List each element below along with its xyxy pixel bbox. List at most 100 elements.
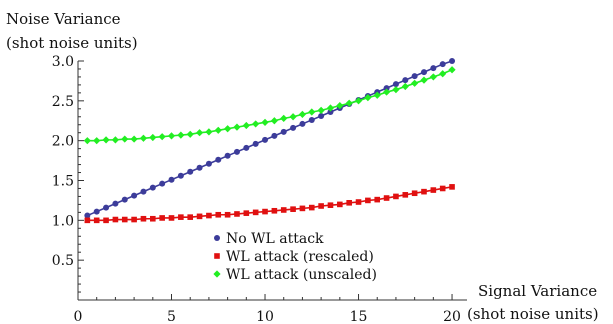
y-tick-label: 2.0: [52, 134, 74, 150]
data-point: [252, 140, 259, 147]
data-point: [234, 211, 240, 217]
data-point: [149, 184, 156, 191]
data-point: [448, 66, 456, 74]
y-axis-title-line1: Noise Variance: [6, 10, 121, 28]
series-3: [83, 66, 456, 145]
series-line: [87, 69, 453, 142]
legend-marker: [213, 270, 221, 278]
series-1: [84, 58, 456, 219]
data-point: [298, 110, 307, 118]
data-point: [149, 133, 157, 142]
data-point: [252, 209, 259, 216]
data-point: [449, 58, 456, 64]
x-tick-label: 20: [443, 309, 461, 324]
data-point: [392, 81, 399, 88]
data-point: [299, 205, 306, 212]
data-point: [430, 187, 437, 193]
data-point: [280, 207, 287, 213]
data-point: [261, 118, 269, 126]
data-point: [187, 168, 194, 175]
legend-label: No WL attack: [226, 231, 324, 247]
data-point: [205, 128, 213, 136]
data-point: [327, 202, 334, 208]
data-point: [84, 217, 91, 224]
data-point: [102, 136, 110, 144]
x-axis-title-line2: (shot noise units): [467, 305, 599, 323]
y-tick-label: 1.0: [52, 213, 74, 229]
series-line: [87, 186, 453, 222]
y-tick-label: 2.5: [52, 94, 74, 110]
y-tick-label: 1.5: [52, 174, 74, 190]
data-point: [373, 91, 381, 99]
data-point: [364, 94, 372, 102]
data-point: [439, 61, 446, 68]
data-point: [224, 211, 231, 218]
data-point: [439, 70, 447, 78]
data-point: [140, 215, 147, 222]
data-point: [93, 217, 100, 224]
data-point: [243, 210, 250, 216]
data-point: [224, 125, 232, 133]
y-tick-label: 3.0: [52, 54, 74, 70]
data-point: [299, 120, 306, 127]
data-point: [280, 114, 288, 122]
data-point: [112, 200, 119, 207]
legend-item: WL attack (rescaled): [214, 249, 374, 265]
data-point: [93, 208, 100, 215]
data-point: [242, 121, 250, 130]
data-point: [168, 176, 175, 183]
x-tick-label: 0: [74, 309, 83, 324]
x-tick-label: 15: [350, 309, 368, 324]
data-point: [402, 77, 409, 84]
data-point: [355, 199, 362, 205]
data-point: [401, 82, 409, 91]
data-point: [271, 132, 278, 139]
legend-marker: [214, 235, 220, 241]
data-point: [430, 65, 437, 72]
data-point: [196, 213, 203, 220]
data-point: [121, 135, 129, 143]
data-point: [177, 172, 184, 179]
data-point: [262, 136, 269, 143]
x-axis-title-line1: Signal Variance: [478, 282, 597, 300]
data-point: [392, 86, 400, 94]
data-point: [270, 117, 278, 125]
data-point: [326, 104, 335, 112]
data-point: [121, 196, 128, 203]
y-tick-label: 0.5: [52, 253, 74, 269]
data-point: [139, 134, 148, 142]
data-point: [121, 216, 128, 223]
legend: No WL attack WL attack (rescaled) WL attac…: [213, 231, 377, 283]
data-point: [177, 131, 185, 139]
data-point: [215, 156, 222, 163]
data-point: [271, 207, 278, 214]
data-point: [439, 185, 446, 192]
data-point: [420, 76, 428, 84]
data-point: [365, 197, 371, 204]
data-point: [158, 133, 166, 141]
data-point: [383, 85, 390, 92]
series-line: [87, 60, 453, 217]
data-point: [374, 196, 381, 203]
data-point: [411, 73, 418, 80]
data-point: [336, 102, 344, 110]
data-point: [103, 217, 109, 224]
legend-item: No WL attack: [214, 231, 324, 247]
data-point: [150, 215, 156, 222]
data-point: [411, 79, 419, 87]
axes: 0 5 10 15 20 0.5 1.0 1.5 2.0 2.5 3.0: [52, 54, 467, 324]
data-point: [318, 203, 324, 209]
data-point: [317, 106, 325, 114]
data-point: [290, 124, 297, 131]
data-point: [196, 164, 203, 171]
data-point: [215, 211, 222, 218]
data-point: [421, 188, 427, 195]
data-point: [318, 112, 325, 119]
data-point: [131, 192, 138, 199]
data-point: [308, 116, 315, 123]
legend-marker: [214, 253, 220, 259]
data-point: [168, 215, 175, 221]
data-point: [84, 212, 91, 219]
data-point: [103, 204, 110, 211]
data-point: [354, 97, 363, 105]
